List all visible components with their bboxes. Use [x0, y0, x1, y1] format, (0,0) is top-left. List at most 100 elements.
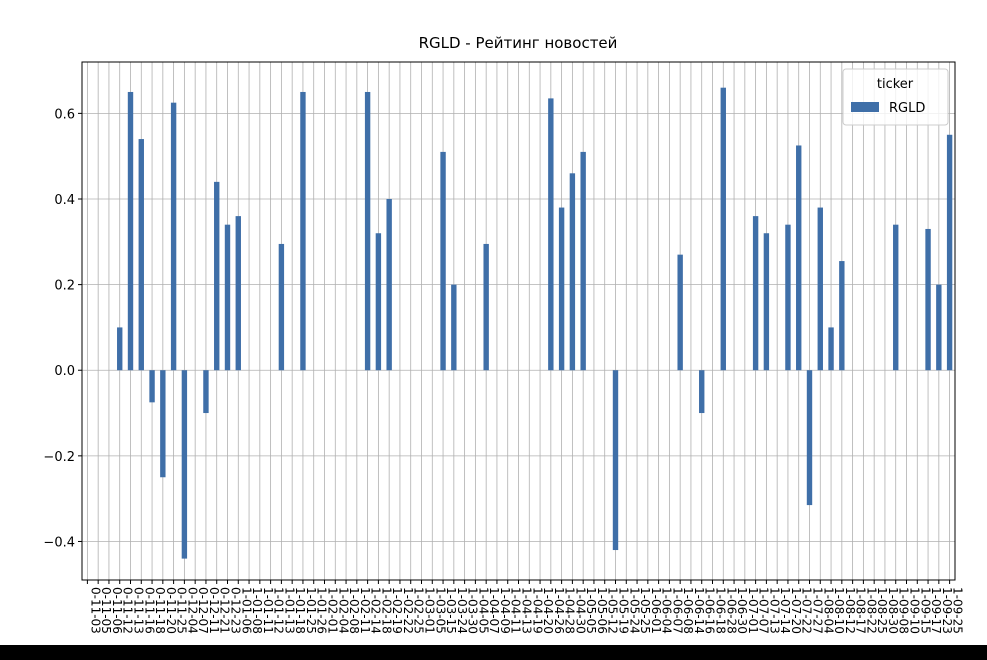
- bar: [224, 224, 231, 371]
- bar: [817, 207, 823, 371]
- x-tick-label: 0-11-03: [88, 587, 102, 634]
- x-tick-label: 1-07-20: [789, 587, 803, 634]
- plot-frame: [81, 61, 956, 581]
- y-tick-label: 0.6: [54, 107, 75, 122]
- bar: [558, 207, 565, 371]
- x-tick-label: 1-06-18: [714, 587, 728, 634]
- x-tick-label: 0-12-23: [229, 587, 243, 634]
- x-tick-label: 1-09-25: [951, 587, 965, 634]
- y-tick-label: 0.4: [54, 193, 75, 208]
- bar: [612, 370, 619, 551]
- x-tick-label: 1-08-25: [875, 587, 889, 634]
- x-tick-label: 1-02-14: [369, 587, 383, 634]
- x-tick-label: 1-04-20: [541, 587, 555, 634]
- x-tick-label: 1-09-10: [908, 587, 922, 634]
- bar: [785, 224, 791, 371]
- x-tick-label: 1-05-12: [606, 587, 620, 634]
- bar: [699, 370, 705, 414]
- bar: [828, 327, 834, 371]
- x-tick-label: 1-06-28: [724, 587, 738, 634]
- chart-title: RGLD - Рейтинг новостей: [419, 34, 618, 52]
- bar: [796, 145, 802, 371]
- x-tick-label: 1-09-15: [918, 587, 932, 634]
- x-tick-label: 1-01-26: [315, 587, 329, 634]
- x-tick-label: 1-07-01: [746, 587, 760, 634]
- x-tick-label: 1-02-19: [390, 587, 404, 634]
- bar: [181, 370, 188, 559]
- x-tick-label: 0-12-07: [196, 587, 210, 634]
- y-tick-label: −0.4: [43, 535, 75, 550]
- x-tick-label: 1-05-19: [617, 587, 631, 634]
- bar: [720, 87, 726, 371]
- x-tick-label: 1-04-07: [487, 587, 501, 634]
- bar: [483, 243, 489, 371]
- bar: [677, 254, 683, 371]
- legend-label: RGLD: [889, 101, 925, 116]
- x-tick-label: 1-01-18: [293, 587, 307, 634]
- x-tick-label: 1-03-30: [466, 587, 480, 634]
- x-tick-label: 1-06-04: [660, 587, 674, 634]
- x-tick-label: 1-04-09: [498, 587, 512, 634]
- x-tick-label: 1-06-14: [692, 587, 706, 634]
- x-tick-label: 1-02-25: [412, 587, 426, 634]
- x-tick-label: 1-02-22: [401, 587, 415, 634]
- bar: [806, 370, 813, 506]
- x-tick-label: 1-05-05: [584, 587, 598, 634]
- bar: [451, 284, 457, 371]
- bar: [170, 102, 177, 371]
- x-tick-label: 1-08-10: [832, 587, 846, 634]
- x-tick-label: 1-08-04: [821, 587, 835, 634]
- x-tick-label: 0-11-20: [164, 587, 178, 634]
- x-tick-label: 1-06-16: [703, 587, 717, 634]
- bar: [127, 91, 134, 371]
- x-tick-label: 1-07-14: [778, 587, 792, 634]
- legend-title: ticker: [877, 77, 914, 92]
- x-tick-label: 1-08-22: [864, 587, 878, 634]
- x-tick-label: 1-04-11: [509, 587, 523, 634]
- x-tick-label: 1-02-04: [336, 587, 350, 634]
- bar: [386, 198, 392, 371]
- bar: [580, 151, 586, 371]
- x-tick-label: 1-08-30: [886, 587, 900, 634]
- x-tick-label: 1-05-06: [595, 587, 609, 634]
- x-tick-label: 1-04-13: [520, 587, 534, 634]
- x-tick-label: 1-02-08: [347, 587, 361, 634]
- bar: [364, 91, 371, 371]
- x-tick-label: 0-11-12: [121, 587, 135, 634]
- bar: [440, 151, 446, 371]
- x-tick-label: 1-06-30: [735, 587, 749, 634]
- x-tick-label: 1-01-06: [239, 587, 253, 634]
- x-tick-label: 1-09-17: [929, 587, 943, 634]
- y-tick-label: 0.2: [54, 279, 75, 294]
- x-tick-label: 1-05-24: [627, 587, 641, 634]
- bar: [925, 228, 931, 371]
- x-tick-label: 0-11-16: [142, 587, 156, 634]
- x-tick-label: 1-08-17: [854, 587, 868, 634]
- y-tick-label: −0.2: [43, 450, 75, 465]
- x-tick-label: 0-12-11: [207, 587, 221, 634]
- x-tick-label: 1-03-15: [444, 587, 458, 634]
- x-tick-label: 1-02-01: [326, 587, 340, 634]
- x-tick-label: 1-01-12: [272, 587, 286, 634]
- bar: [893, 224, 899, 371]
- x-tick-label: 1-07-22: [800, 587, 814, 634]
- bar: [763, 233, 770, 371]
- bar: [375, 233, 382, 371]
- bar: [946, 134, 953, 371]
- x-tick-label: 1-09-23: [940, 587, 954, 634]
- bar: [214, 181, 220, 371]
- bar: [300, 91, 306, 371]
- x-tick-label: 1-01-11: [261, 587, 275, 634]
- x-tick-label: 1-04-19: [530, 587, 544, 634]
- x-tick-label: 1-03-24: [455, 587, 469, 634]
- bar: [278, 243, 285, 371]
- x-tick-label: 0-11-25: [175, 587, 189, 634]
- y-tick-label: 0.0: [54, 364, 75, 379]
- bar: [160, 370, 166, 478]
- x-tick-label: 1-03-01: [423, 587, 437, 634]
- x-tick-label: 0-11-13: [132, 587, 146, 634]
- x-tick-label: 1-02-18: [379, 587, 393, 634]
- x-tick-label: 1-04-30: [573, 587, 587, 634]
- bottom-band: [0, 645, 987, 660]
- bar: [138, 139, 144, 371]
